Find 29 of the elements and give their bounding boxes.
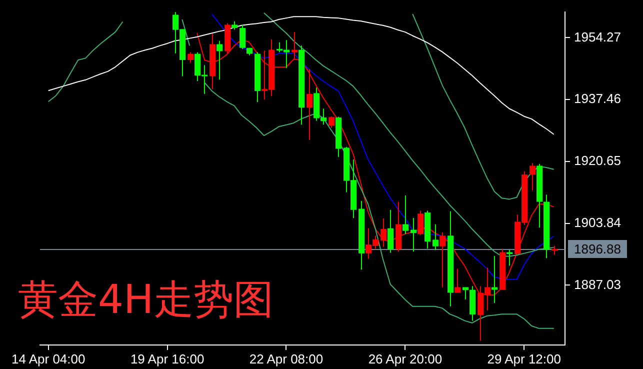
candlestick [410,217,416,252]
y-tick-label: 1887.03 [574,276,621,292]
y-tick-label: 1920.65 [574,153,621,168]
candlestick [380,218,386,248]
candlestick [462,286,468,300]
ref-line-label: 1896.88 [574,242,621,257]
candlestick [506,250,512,266]
x-tick-label: 14 Apr 04:00 [11,351,86,366]
candlestick [432,224,438,251]
x-tick-label: 22 Apr 08:00 [249,351,324,366]
x-tick-label: 26 Apr 20:00 [368,351,442,366]
candlestick [440,232,446,288]
candlestick [454,268,460,294]
y-tick-label: 1903.84 [574,214,621,230]
candlestick [388,209,394,254]
y-tick-label: 1937.46 [574,91,621,106]
candlestick [492,255,498,304]
candlestick [240,24,246,50]
candlestick [328,116,334,128]
x-tick-label: 19 Apr 16:00 [130,351,204,366]
y-tick-label: 1954.27 [574,29,621,44]
candlestick [530,162,536,191]
candlestick [306,68,312,140]
candlestick [188,52,194,64]
candlestick [216,40,222,80]
x-tick-label: 29 Apr 12:00 [487,351,561,366]
candlestick [418,210,424,236]
annotation: 黄金4H走势图 [18,276,274,324]
candlestick [402,195,408,235]
